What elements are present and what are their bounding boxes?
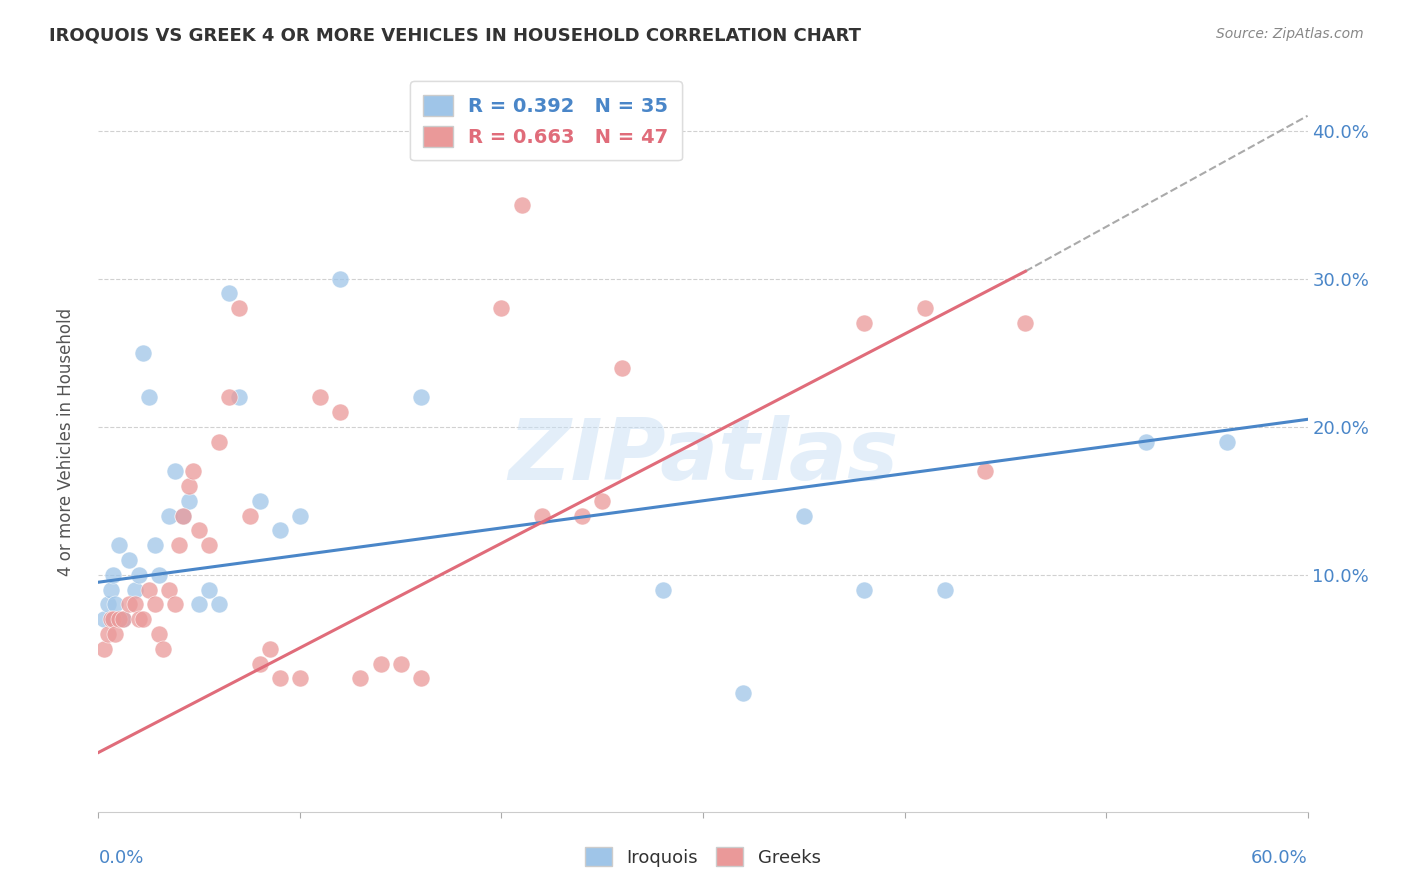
Point (612, 360, 634, 375)
Point (103, 627, 125, 641)
Point (259, 641, 281, 656)
Point (1014, 316, 1036, 330)
Point (179, 479, 201, 493)
Text: Source: ZipAtlas.com: Source: ZipAtlas.com (1216, 27, 1364, 41)
Point (249, 657, 271, 671)
Point (138, 390, 160, 404)
Point (179, 493, 201, 508)
Point (198, 582, 221, 597)
Point (309, 390, 332, 404)
Text: 60.0%: 60.0% (1251, 849, 1308, 867)
Text: IROQUOIS VS GREEK 4 OR MORE VEHICLES IN HOUSEHOLD CORRELATION CHART: IROQUOIS VS GREEK 4 OR MORE VEHICLES IN … (49, 27, 862, 45)
Point (167, 538, 190, 552)
Point (188, 598, 211, 612)
Point (249, 493, 271, 508)
Text: ZIPatlas: ZIPatlas (508, 415, 898, 498)
Point (228, 301, 250, 316)
Point (228, 390, 250, 404)
Point (100, 612, 122, 626)
Point (198, 538, 221, 552)
Point (389, 657, 412, 671)
Point (148, 567, 170, 582)
Point (101, 612, 124, 626)
Point (1216, 434, 1239, 449)
Point (530, 508, 553, 523)
Point (97, 627, 120, 641)
Point (163, 464, 186, 478)
Point (138, 582, 160, 597)
Point (97, 598, 120, 612)
Point (143, 538, 166, 552)
Point (591, 493, 613, 508)
Point (101, 567, 124, 582)
Point (208, 598, 231, 612)
Point (409, 390, 432, 404)
Point (107, 612, 129, 626)
Point (218, 286, 240, 301)
Point (208, 434, 231, 449)
Text: 0.0%: 0.0% (98, 849, 143, 867)
Point (914, 301, 936, 316)
Point (111, 612, 134, 626)
Point (329, 405, 352, 419)
Point (128, 612, 150, 626)
Point (853, 316, 876, 330)
Point (132, 345, 155, 359)
Point (124, 582, 146, 597)
Point (974, 464, 997, 478)
Point (1135, 434, 1157, 449)
Point (100, 582, 122, 597)
Point (172, 508, 194, 523)
Point (93, 641, 115, 656)
Y-axis label: 4 or more Vehicles in Household: 4 or more Vehicles in Household (56, 308, 75, 575)
Point (148, 627, 170, 641)
Point (934, 582, 956, 597)
Legend: R = 0.392   N = 35, R = 0.663   N = 47: R = 0.392 N = 35, R = 0.663 N = 47 (409, 81, 682, 161)
Point (143, 598, 166, 612)
Point (181, 464, 204, 478)
Point (491, 301, 513, 316)
Point (157, 582, 180, 597)
Point (269, 524, 291, 538)
Point (132, 612, 155, 626)
Point (349, 672, 371, 686)
Point (118, 553, 141, 567)
Point (163, 598, 186, 612)
Point (793, 508, 815, 523)
Point (651, 582, 673, 597)
Point (733, 686, 755, 700)
Point (107, 538, 129, 552)
Point (269, 672, 291, 686)
Point (409, 672, 432, 686)
Point (188, 524, 211, 538)
Point (103, 598, 125, 612)
Point (111, 612, 134, 626)
Point (853, 582, 876, 597)
Point (370, 657, 392, 671)
Point (152, 641, 174, 656)
Point (128, 567, 150, 582)
Point (218, 390, 240, 404)
Point (239, 508, 262, 523)
Point (93, 612, 115, 626)
Point (510, 197, 533, 211)
Legend: Iroquois, Greeks: Iroquois, Greeks (578, 840, 828, 874)
Point (329, 271, 352, 285)
Point (288, 508, 311, 523)
Point (172, 508, 194, 523)
Point (157, 508, 180, 523)
Point (124, 598, 146, 612)
Point (571, 508, 593, 523)
Point (118, 598, 141, 612)
Point (288, 672, 311, 686)
